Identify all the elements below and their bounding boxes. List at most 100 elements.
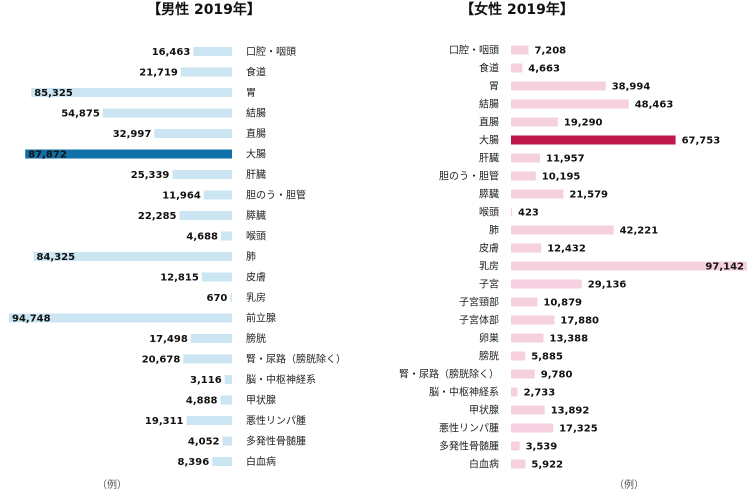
female-value-label: 67,753 [682,136,721,147]
female-category-label: 膀胱 [479,350,499,363]
female-value-label: 10,195 [542,172,581,183]
female-value-label: 17,325 [559,424,598,435]
female-bar [511,315,555,325]
male-value-label: 94,748 [12,314,51,325]
female-bar [511,405,545,415]
female-category-label: 胃 [489,81,499,93]
male-category-label: 膀胱 [246,332,266,345]
female-category-label: 口腔・咽頭 [449,44,499,57]
male-category-label: 喉頭 [246,231,266,243]
male-category-label: 大腸 [246,148,266,161]
female-bar [511,189,564,199]
male-bar [31,88,233,97]
male-value-label: 12,815 [160,273,199,284]
male-bar [186,416,232,425]
female-category-label: 腎・尿路（膀胱除く） [399,368,499,381]
female-category-label: 甲状腺 [469,404,499,417]
female-bar [511,225,614,235]
female-value-label: 5,922 [531,460,563,471]
male-category-label: 胆のう・胆管 [246,189,306,202]
female-category-label: 子宮 [479,278,499,291]
male-value-label: 4,888 [186,396,218,407]
female-bar [511,45,529,55]
female-value-label: 17,880 [560,316,599,327]
male-category-label: 口腔・咽頭 [246,45,296,58]
female-bar [511,279,582,289]
male-value-label: 4,052 [188,437,220,448]
male-category-label: 肝臓 [246,169,266,181]
female-bar [511,63,523,73]
female-bar [511,387,518,397]
female-chart-note: （例） [614,478,644,491]
male-value-label: 84,325 [37,252,76,263]
female-value-label: 13,892 [551,406,590,417]
female-bar [511,333,544,343]
male-value-label: 25,339 [131,170,170,181]
female-category-label: 肝臓 [479,153,499,165]
male-category-label: 脳・中枢神経系 [246,373,316,386]
male-bar [102,108,232,118]
male-category-label: 悪性リンパ腫 [246,414,306,427]
female-category-label: 胆のう・胆管 [439,170,499,183]
male-bar [212,457,232,466]
female-bar [511,369,535,379]
male-value-label: 85,325 [34,88,73,99]
female-category-label: 食道 [479,62,499,75]
female-bar [511,117,558,127]
male-bar [25,149,233,159]
male-bar [201,272,232,282]
male-category-label: 甲状腺 [246,394,276,407]
male-value-label: 4,688 [186,232,218,243]
female-category-label: 膵臓 [479,189,499,201]
female-bar [511,171,536,181]
female-chart-title: 【女性 2019年】 [460,1,574,18]
female-bar [511,297,538,307]
female-value-label: 4,663 [528,64,560,75]
female-value-label: 9,780 [541,370,573,381]
male-category-label: 多発性骨髄腫 [246,435,306,448]
female-bar [511,135,676,145]
female-bar [511,243,542,253]
female-chart: 7,208 口腔・咽頭 4,663 食道 38,994 胃 48,463 結腸 19,290 直腸… [399,44,747,471]
male-bar [9,313,232,323]
male-bar [33,252,232,261]
male-value-label: 670 [207,293,228,304]
male-category-label: 腎・尿路（膀胱除く） [246,353,346,366]
female-category-label: 直腸 [479,116,499,129]
male-chart: 16,463 口腔・咽頭 21,719 食道 85,325 胃 54,875 結腸 32,997… [9,45,346,468]
female-category-label: 結腸 [479,98,499,111]
male-category-label: 皮膚 [246,271,266,284]
male-category-label: 肺 [246,251,256,263]
male-category-label: 直腸 [246,127,266,140]
female-category-label: 卵巣 [479,332,499,345]
female-bar [511,459,526,469]
female-value-label: 10,879 [543,298,582,309]
male-value-label: 21,719 [139,68,178,79]
female-value-label: 423 [518,208,539,219]
male-category-label: 胃 [246,87,256,99]
female-value-label: 19,290 [564,118,603,129]
male-bar [179,211,232,220]
female-category-label: 大腸 [479,134,499,147]
female-value-label: 2,733 [524,388,556,399]
female-category-label: 白血病 [469,458,499,471]
male-category-label: 前立腺 [246,312,276,325]
female-value-label: 3,539 [526,442,558,453]
male-value-label: 16,463 [152,47,191,58]
male-value-label: 54,875 [61,109,100,120]
male-bar [183,354,232,364]
male-value-label: 17,498 [149,334,188,345]
female-value-label: 29,136 [588,280,627,291]
male-bar [203,190,232,200]
female-bar [511,207,512,217]
female-bar [511,351,526,361]
male-bar [221,231,232,241]
male-bar [154,129,232,138]
male-bar [220,395,232,405]
female-bar [511,153,540,163]
male-value-label: 22,285 [138,211,177,222]
male-bar [193,47,232,56]
female-value-label: 21,579 [569,190,608,201]
male-value-label: 20,678 [142,355,181,366]
